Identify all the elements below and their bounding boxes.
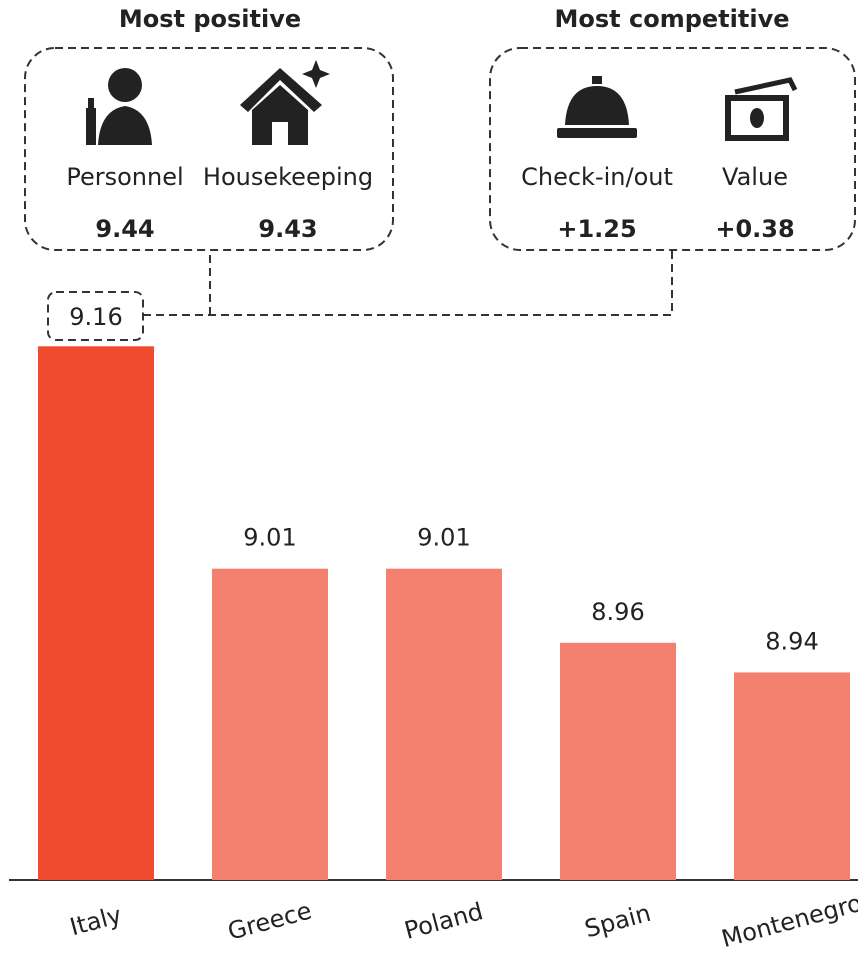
item-name: Value: [722, 163, 788, 191]
bar: [734, 672, 850, 880]
panel-title: Most positive: [119, 5, 301, 33]
item-name: Housekeeping: [203, 163, 373, 191]
item-value: 9.44: [95, 215, 154, 243]
value-label: 8.96: [591, 598, 644, 626]
item-value: 9.43: [258, 215, 317, 243]
bar: [386, 568, 502, 880]
x-tick-label: Spain: [582, 899, 654, 943]
connector: [143, 250, 673, 316]
value-label: 9.16: [69, 303, 122, 331]
icon-bell: [557, 76, 637, 138]
bar: [212, 568, 328, 880]
x-tick-label: Italy: [67, 901, 125, 942]
x-tick-label: Poland: [401, 897, 486, 945]
value-label: 8.94: [765, 627, 818, 655]
item-value: +0.38: [715, 215, 794, 243]
panel-box: [24, 47, 394, 251]
bar: [560, 642, 676, 880]
icon-personnel: [86, 68, 152, 145]
value-label: 9.01: [417, 524, 470, 552]
value-label: 9.01: [243, 524, 296, 552]
panel-box: [489, 47, 856, 251]
bar: [38, 346, 154, 880]
item-name: Personnel: [66, 163, 183, 191]
item-value: +1.25: [557, 215, 636, 243]
panel-title: Most competitive: [555, 5, 790, 33]
x-tick-label: Greece: [225, 896, 315, 945]
x-tick-label: Montenegro: [719, 889, 858, 953]
item-name: Check-in/out: [521, 163, 673, 191]
icon-money: [725, 77, 798, 141]
icon-housekeeping: [240, 60, 330, 145]
